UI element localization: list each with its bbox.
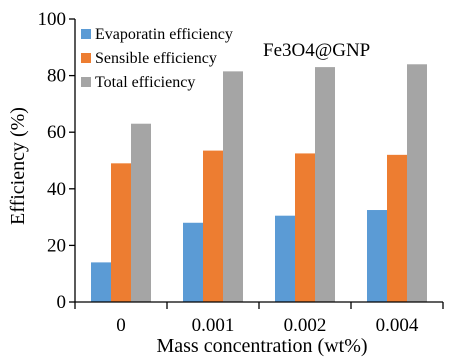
y-tick-label: 40 (47, 179, 66, 200)
x-tick-label: 0.001 (192, 315, 235, 336)
legend-label: Sensible efficiency (95, 50, 217, 67)
bars-group (91, 64, 427, 303)
y-tick-label: 0 (57, 292, 67, 313)
y-tick-label: 80 (47, 66, 66, 87)
bar-sensible-0 (111, 163, 131, 302)
legend-label: Total efficiency (95, 74, 195, 91)
bar-total-0.001 (223, 71, 243, 302)
bar-total-0 (131, 123, 151, 303)
bar-evaporatin-0.004 (367, 210, 387, 302)
y-tick-label: 20 (47, 235, 66, 256)
legend-swatch (81, 53, 91, 63)
bar-sensible-0.002 (295, 153, 315, 302)
x-tick-label: 0 (116, 315, 126, 336)
y-tick-label: 60 (47, 122, 66, 143)
bar-evaporatin-0.002 (275, 215, 295, 302)
legend-label: Evaporatin efficiency (95, 26, 233, 43)
legend: Evaporatin efficiency Sensible efficiency… (81, 26, 233, 91)
x-axis-title: Mass concentration (wt%) (156, 335, 367, 357)
bar-sensible-0.001 (203, 150, 223, 302)
y-axis-title: Efficiency (%) (7, 107, 29, 225)
bar-evaporatin-0 (91, 262, 111, 302)
chart-annotation: Fe3O4@GNP (263, 40, 370, 61)
y-tick-label: 100 (38, 9, 67, 30)
bar-evaporatin-0.001 (183, 222, 203, 302)
legend-swatch (81, 77, 91, 87)
axes-group: 0 20 40 60 80 100 0 0.001 0.002 0.004 (38, 9, 444, 336)
x-tick-label: 0.002 (284, 315, 327, 336)
bar-sensible-0.004 (387, 154, 407, 302)
bar-total-0.004 (407, 64, 427, 302)
legend-swatch (81, 29, 91, 39)
x-tick-label: 0.004 (376, 315, 419, 336)
bar-total-0.002 (315, 67, 335, 302)
